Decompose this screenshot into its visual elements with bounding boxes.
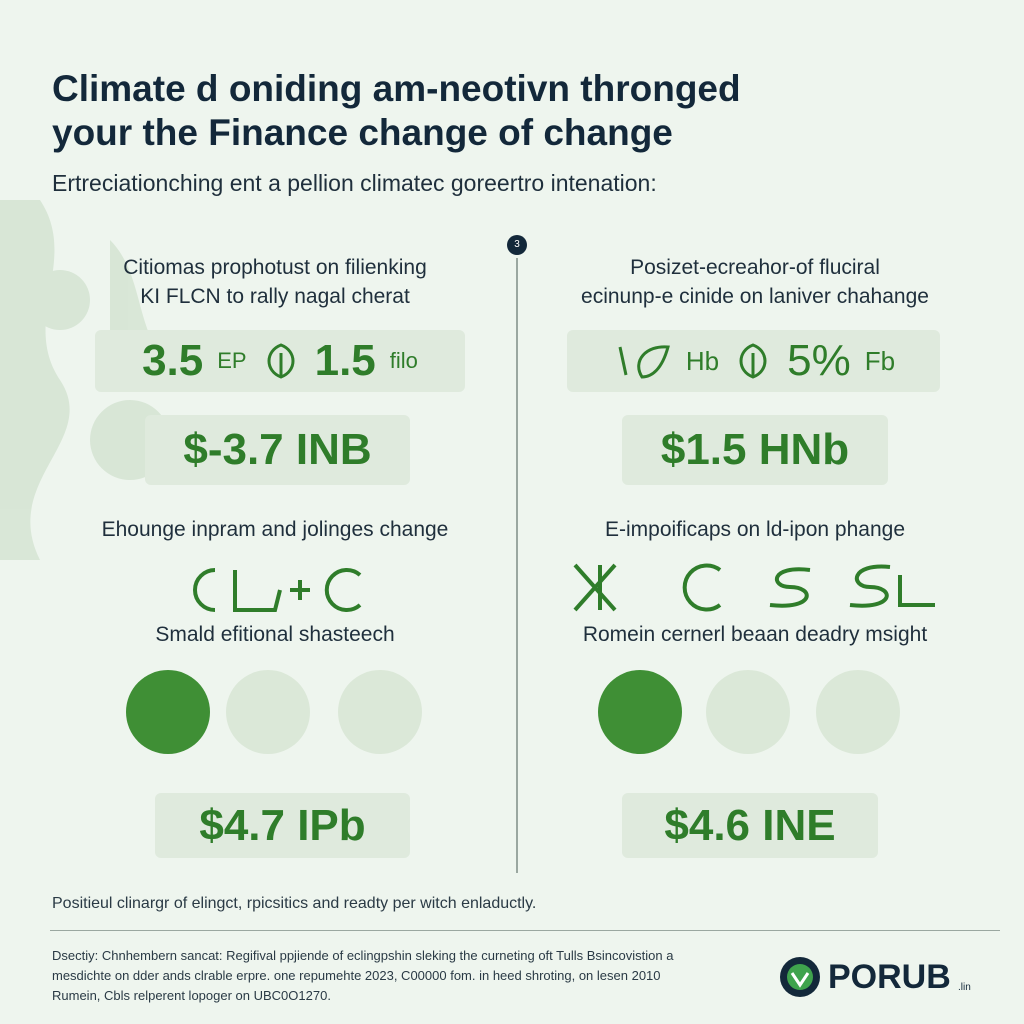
stat: 5% (787, 336, 851, 385)
symbol-row (573, 563, 935, 612)
stat: 1.5 (314, 336, 376, 385)
stat-box: 3.5 EP 1.5 filo (95, 330, 465, 392)
panel-heading: Citiomas prophotust on filienking (123, 256, 427, 279)
leaf-icon (618, 345, 670, 379)
stat-unit: Hb (685, 345, 720, 376)
icon-circle (706, 670, 790, 754)
logo: PORUB (828, 958, 951, 996)
stat: 3.5 (142, 336, 204, 385)
stat-box: Hb 5% Fb (567, 330, 940, 392)
logo-icon (780, 957, 820, 997)
section-heading: Romein cernerl beaan deadry msight (582, 623, 928, 646)
symbol-row (193, 568, 362, 612)
panel-heading: Posizet-ecreahor-of fluciral (630, 256, 880, 279)
amount: $4.6 INE (622, 793, 878, 858)
note: Positieul clinargr of elingct, rpicsitic… (52, 895, 537, 912)
icon-circle (598, 670, 682, 754)
badge: 3 (507, 235, 527, 255)
stat-unit: filo (389, 348, 418, 373)
title: your the Finance change of change (52, 112, 673, 153)
logo-suffix: .lin (958, 982, 971, 993)
panel-heading: ecinunp-e cinide on laniver chahange (581, 285, 929, 308)
stat-unit: EP (217, 348, 247, 373)
leaf-icon (739, 343, 767, 379)
description: Dsectiy: Chnhembern sancat: Regifival pp… (52, 948, 674, 963)
icon-circle (338, 670, 422, 754)
amount: $4.7 IPb (155, 793, 410, 858)
icon-circle (816, 670, 900, 754)
stat-unit: Fb (864, 345, 896, 376)
section-heading: Ehounge inpram and jolinges change (101, 518, 449, 541)
rule (50, 930, 1000, 931)
subtitle: Ertreciationching ent a pellion climatec… (52, 170, 657, 196)
divider (516, 258, 518, 873)
leaf-icon (267, 343, 295, 379)
section-heading: Smald efitional shasteech (155, 623, 395, 646)
panel-heading: KI FLCN to rally nagal cherat (140, 285, 410, 308)
icon-circle (126, 670, 210, 754)
description: Rumein, Cbls relperent lopoger on UBC0O1… (52, 988, 331, 1003)
title: Climate d oniding am-neotivn thronged (52, 68, 741, 109)
description: mesdichte on dder ands clrable erpre. on… (52, 968, 661, 983)
total: $1.5 HNb (622, 415, 888, 485)
section-heading: E-impoificaps on ld-ipon phange (604, 518, 906, 541)
icon-circle (226, 670, 310, 754)
total: $-3.7 INB (145, 415, 410, 485)
